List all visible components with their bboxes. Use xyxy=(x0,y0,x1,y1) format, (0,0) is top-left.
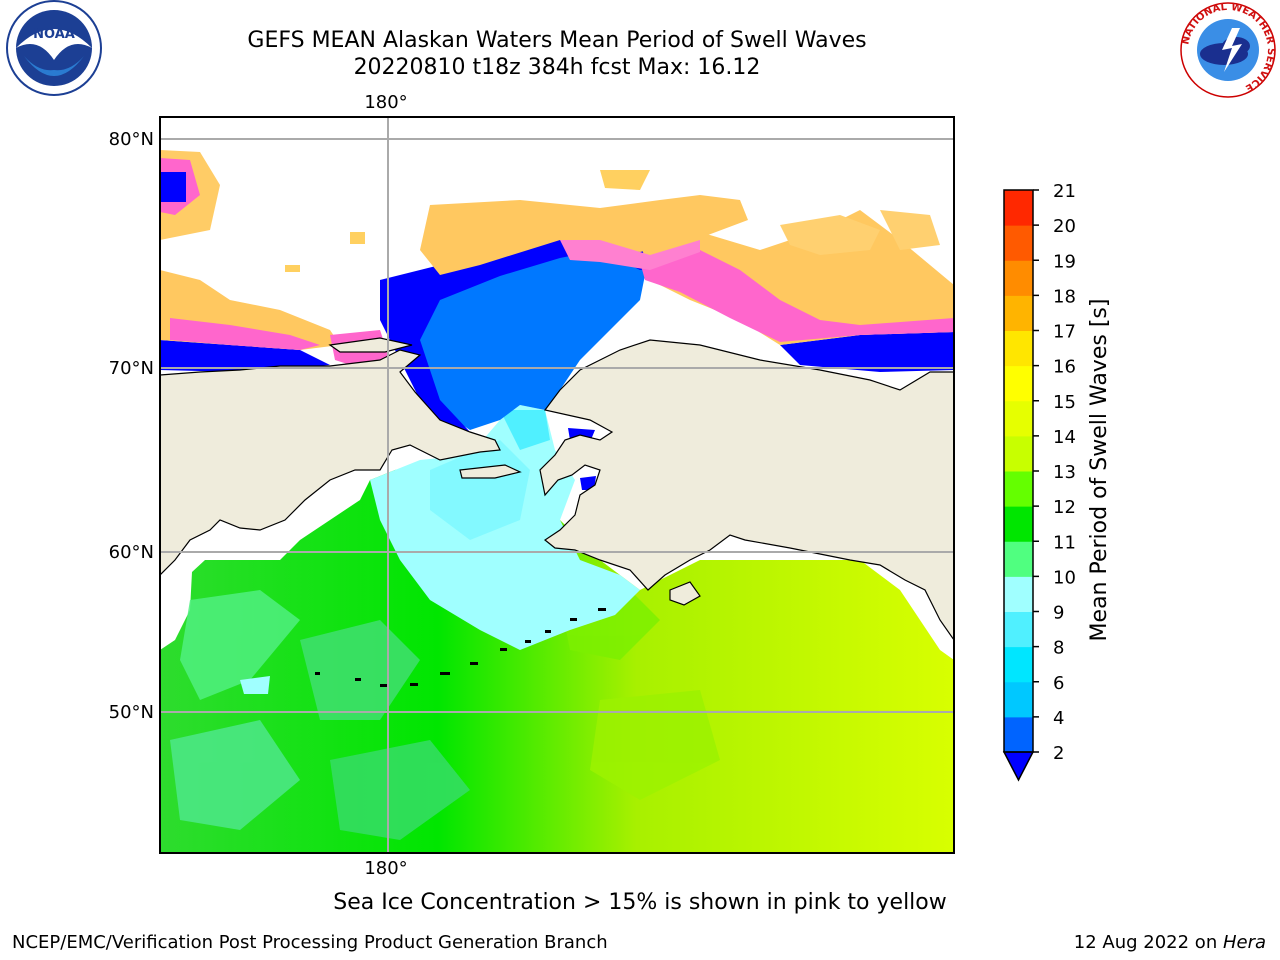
land-siberia xyxy=(160,349,501,576)
colorbar-segment xyxy=(1004,260,1033,296)
colorbar-segment xyxy=(1004,190,1033,226)
chart-title: GEFS MEAN Alaskan Waters Mean Period of … xyxy=(247,28,867,53)
lat-label-60n: 60°N xyxy=(109,542,154,563)
colorbar-tick-label: 15 xyxy=(1053,392,1076,413)
colorbar-segment xyxy=(1004,506,1033,542)
colorbar-tick-label: 8 xyxy=(1053,638,1064,659)
colorbar-tick-label: 17 xyxy=(1053,322,1076,343)
colorbar-tick-label: 6 xyxy=(1053,673,1064,694)
map-area xyxy=(160,117,954,853)
colorbar-under-arrow xyxy=(1002,751,1035,782)
noaa-logo: NOAA xyxy=(6,0,102,96)
bering-cyan-field xyxy=(370,405,640,650)
colorbar-tick-label: 16 xyxy=(1053,357,1076,378)
nws-logo: NATIONAL WEATHER SERVICE xyxy=(1180,2,1276,98)
colorbar-tick-label: 20 xyxy=(1053,216,1076,237)
footer-credit: NCEP/EMC/Verification Post Processing Pr… xyxy=(12,932,608,953)
colorbar-tick-label: 12 xyxy=(1053,497,1076,518)
colorbar-tick-label: 11 xyxy=(1053,532,1076,553)
colorbar-segment xyxy=(1004,295,1033,331)
colorbar-tick-label: 18 xyxy=(1053,286,1076,307)
colorbar-segment xyxy=(1004,471,1033,507)
footer-date: 12 Aug 2022 on Hera xyxy=(1074,932,1266,953)
colorbar-segment xyxy=(1004,330,1033,367)
colorbar: 2 4 6 8 9 10 11 12 13 14 15 16 17 18 19 20 21 xyxy=(1002,181,1076,782)
colorbar-segment xyxy=(1004,611,1033,648)
colorbar-segment xyxy=(1004,225,1033,261)
colorbar-segment xyxy=(1004,400,1033,437)
colorbar-tick-label: 10 xyxy=(1053,567,1076,588)
sea-ice-field xyxy=(160,150,954,390)
colorbar-label: Mean Period of Swell Waves [s] xyxy=(1087,299,1112,642)
svg-text:NOAA: NOAA xyxy=(33,27,75,42)
colorbar-segment xyxy=(1004,681,1033,718)
colorbar-tick-label: 19 xyxy=(1053,251,1076,272)
colorbar-segment xyxy=(1004,365,1033,402)
sea-ice-annotation: Sea Ice Concentration > 15% is shown in … xyxy=(333,890,947,915)
lat-label-50n: 50°N xyxy=(109,702,154,723)
map-frame xyxy=(159,116,955,854)
ocean-patches xyxy=(170,580,720,840)
colorbar-segment xyxy=(1004,646,1033,683)
footer-date-text: 12 Aug 2022 on xyxy=(1073,932,1223,953)
colorbar-segment xyxy=(1004,576,1033,612)
lon-label-bottom: 180° xyxy=(364,858,407,879)
aleutian-islands xyxy=(315,608,606,687)
lat-label-70n: 70°N xyxy=(109,358,154,379)
lon-label-top: 180° xyxy=(364,92,407,113)
colorbar-segment xyxy=(1004,435,1033,472)
colorbar-segment xyxy=(1004,541,1033,577)
colorbar-tick-label: 2 xyxy=(1053,743,1064,764)
land-alaska xyxy=(539,339,954,642)
colorbar-segment xyxy=(1004,716,1033,753)
chart-subtitle: 20220810 t18z 384h fcst Max: 16.12 xyxy=(353,55,761,80)
colorbar-tick-label: 14 xyxy=(1053,427,1076,448)
graticule xyxy=(160,117,954,853)
ocean-swell-field xyxy=(160,450,954,853)
colorbar-tick-label: 13 xyxy=(1053,462,1076,483)
colorbar-tick-label: 9 xyxy=(1053,603,1064,624)
lat-label-80n: 80°N xyxy=(109,129,154,150)
colorbar-tick-label: 21 xyxy=(1053,181,1076,202)
footer-host: Hera xyxy=(1222,932,1266,953)
colorbar-tick-label: 4 xyxy=(1053,708,1064,729)
land-areas xyxy=(160,337,954,642)
